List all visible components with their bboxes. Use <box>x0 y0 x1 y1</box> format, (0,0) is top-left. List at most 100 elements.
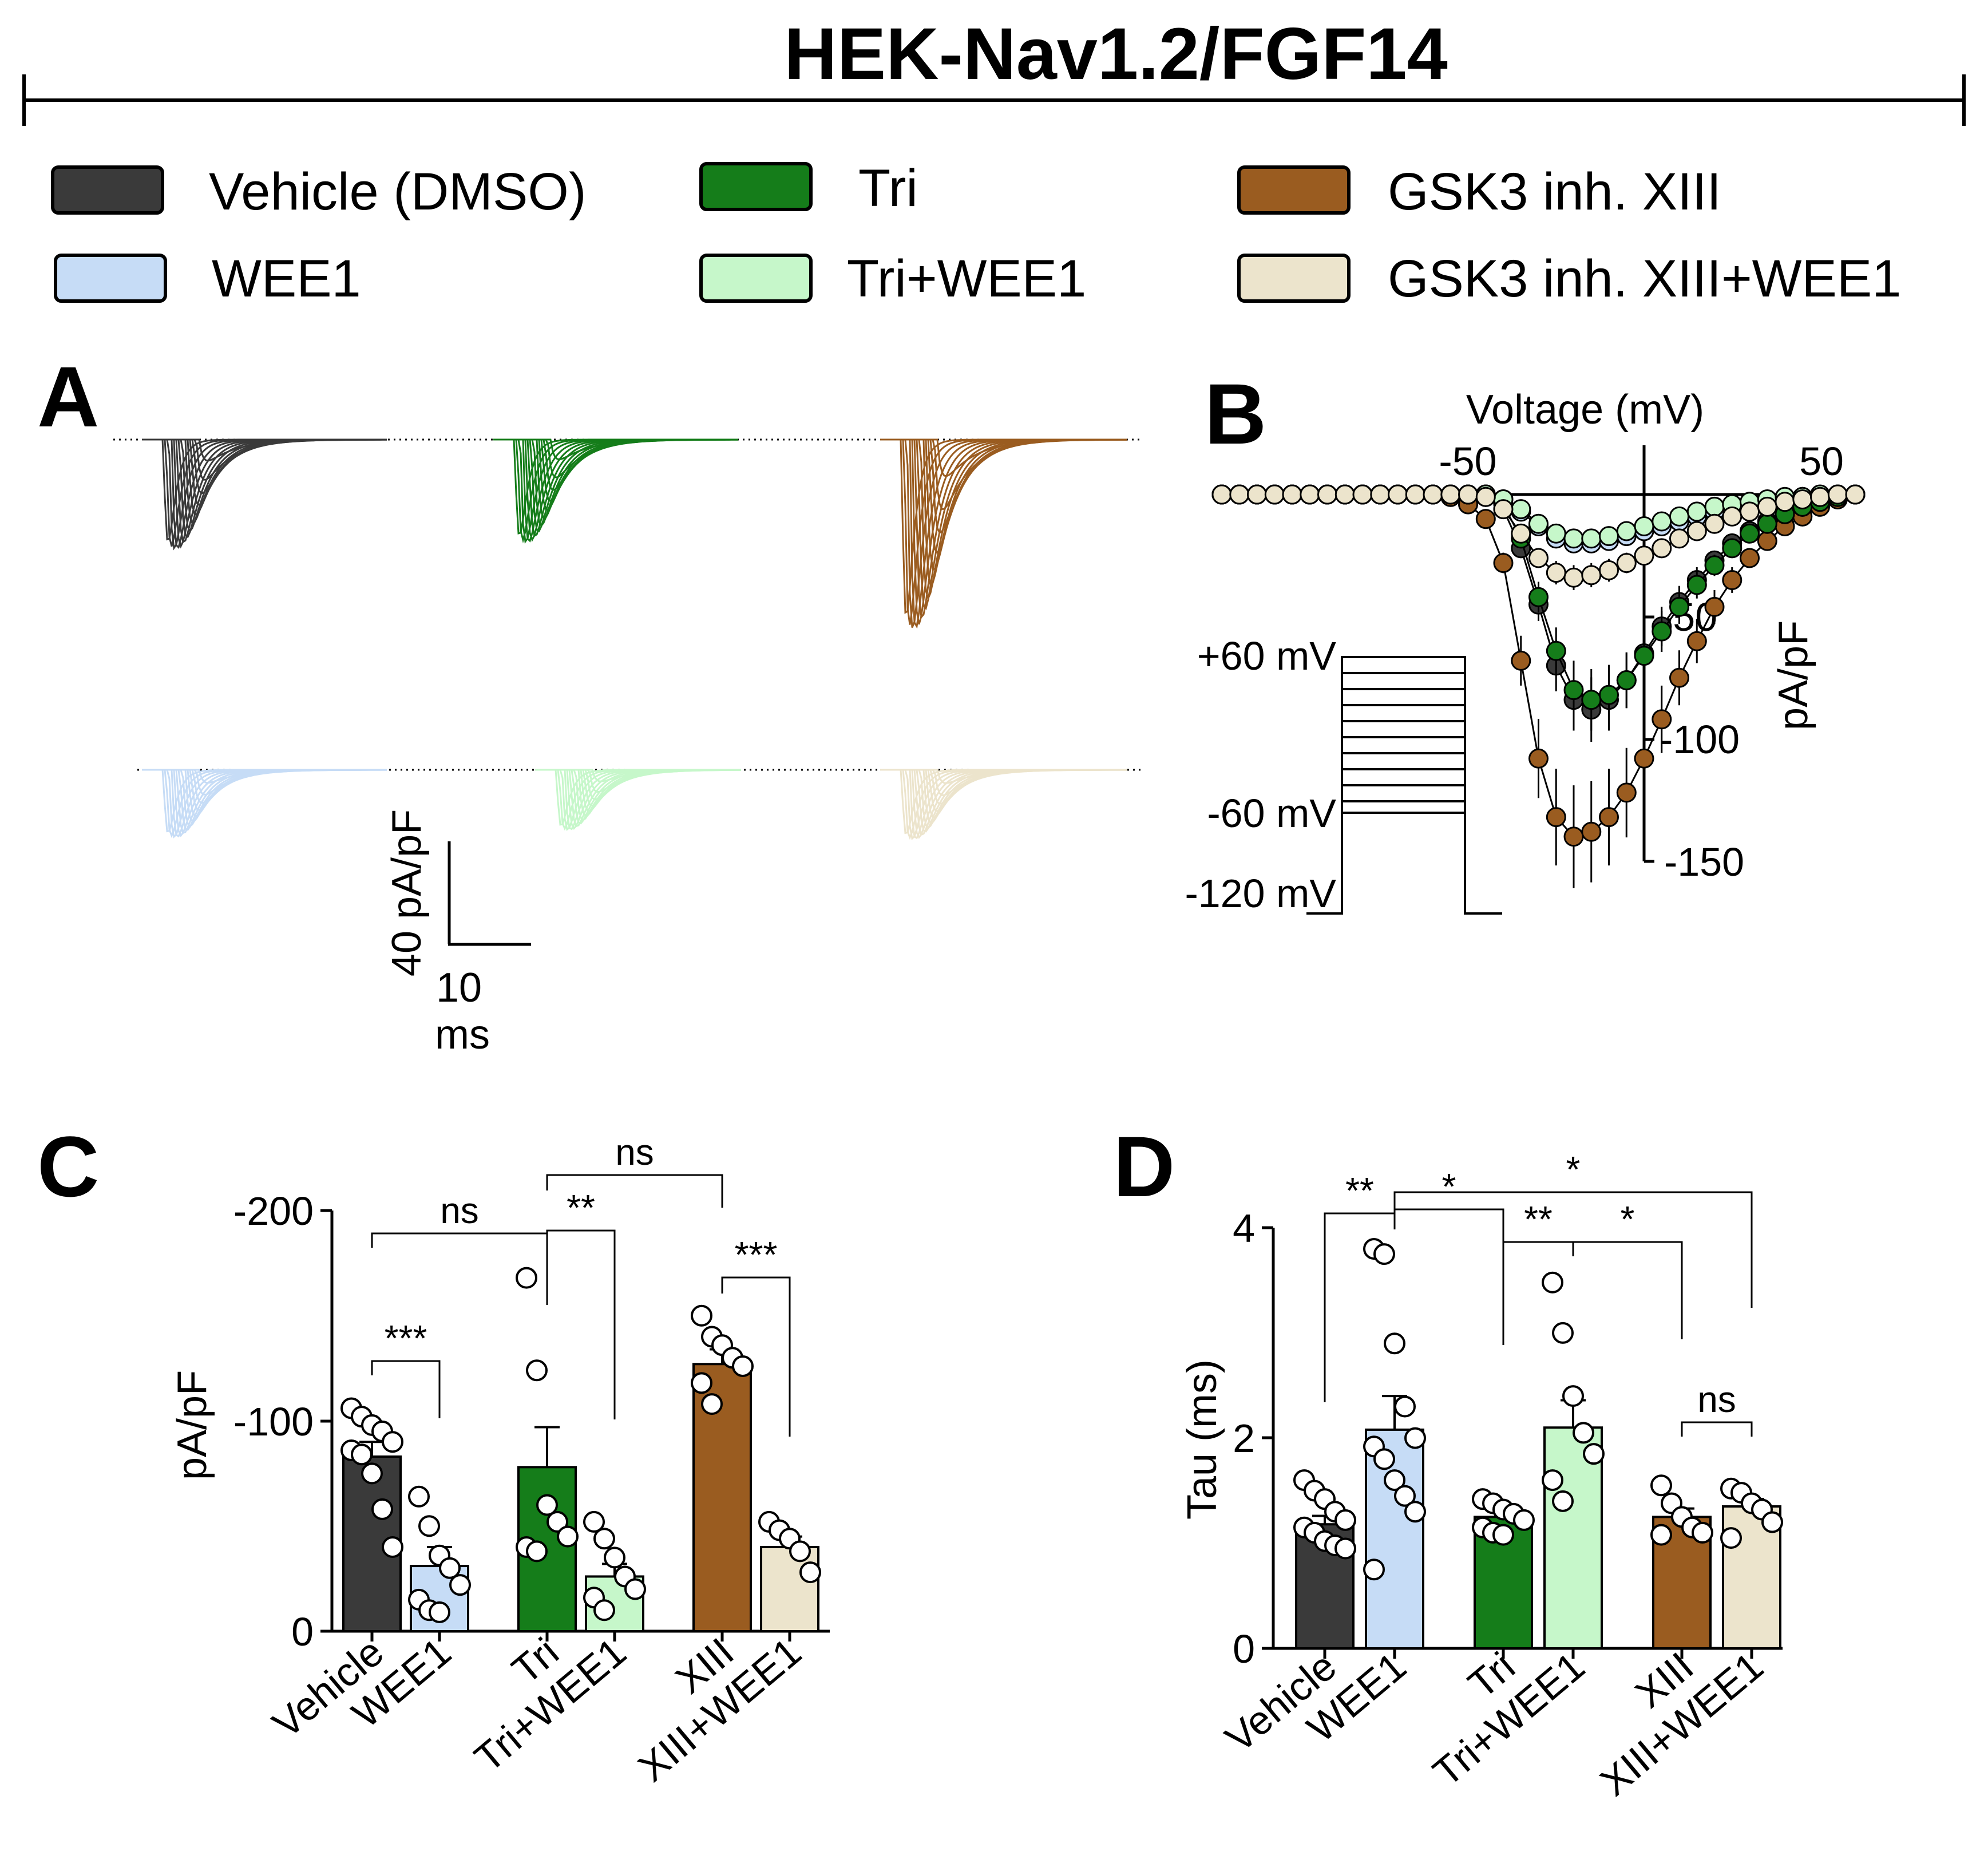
iv-point <box>1757 531 1777 551</box>
iv-point <box>1528 548 1549 568</box>
panel-d-y-tick-label: 0 <box>1233 1627 1255 1671</box>
significance-label: ** <box>1345 1170 1374 1211</box>
data-point <box>1492 1524 1514 1546</box>
iv-point <box>1599 685 1619 705</box>
current-trace <box>493 438 738 535</box>
trace-family-tri <box>493 438 738 544</box>
significance-bracket <box>1324 1212 1396 1402</box>
panel-d-y-axis-title: Tau (ms) <box>1179 1359 1225 1520</box>
iv-point <box>1722 570 1743 590</box>
iv-point <box>1317 484 1337 505</box>
data-point <box>1363 1559 1385 1581</box>
iv-point <box>1493 553 1514 573</box>
panel-b-x-axis-title: Voltage (mV) <box>1466 387 1704 433</box>
panel-a: A 40 pA/pF 10 ms <box>37 349 1143 1058</box>
iv-point <box>1581 821 1602 842</box>
significance-label: ns <box>440 1190 479 1231</box>
iv-point <box>1264 484 1285 505</box>
iv-point <box>1704 513 1725 534</box>
iv-point <box>1581 528 1602 549</box>
significance-bracket <box>546 1229 616 1419</box>
iv-point <box>1475 486 1496 507</box>
data-point <box>516 1267 537 1289</box>
iv-point <box>1563 680 1584 701</box>
data-point <box>1334 1537 1356 1560</box>
data-point <box>526 1540 548 1563</box>
significance-bracket <box>1681 1421 1753 1437</box>
data-point <box>732 1355 754 1377</box>
legend: Vehicle (DMSO) WEE1 Tri Tri+WEE1 GSK3 in… <box>51 159 1901 308</box>
data-point <box>701 1393 723 1415</box>
data-point <box>1720 1527 1742 1549</box>
panel-d-y-tick-label: 2 <box>1233 1416 1255 1461</box>
significance-bracket <box>721 1276 791 1437</box>
significance-label: *** <box>385 1318 427 1359</box>
legend-item-vehicle: Vehicle (DMSO) <box>51 163 587 221</box>
legend-label-xiii-wee1: GSK3 inh. XIII+WEE1 <box>1388 250 1901 308</box>
legend-item-tri-wee1: Tri+WEE1 <box>699 250 1086 308</box>
iv-point <box>1563 528 1584 549</box>
data-point <box>371 1498 393 1520</box>
panel-b: B Voltage (mV) -50 50 -50 -100 -150 pA/p… <box>1185 366 1866 916</box>
iv-point <box>1493 499 1514 520</box>
iv-point <box>1722 538 1743 559</box>
iv-point <box>1616 782 1637 803</box>
panel-b-y-axis-title: pA/pF <box>1771 620 1816 730</box>
iv-point <box>1334 484 1355 505</box>
significance-label: * <box>1442 1166 1456 1207</box>
data-point <box>1552 1490 1574 1512</box>
trace-family-tri-wee1 <box>535 769 742 831</box>
data-point <box>557 1525 579 1548</box>
data-point <box>1394 1485 1416 1507</box>
iv-point <box>1599 526 1619 547</box>
data-point <box>1583 1443 1605 1465</box>
iv-point <box>1686 501 1707 522</box>
iv-point <box>1475 509 1496 529</box>
data-point <box>546 1510 568 1533</box>
figure-title: HEK-Nav1.2/FGF14 <box>784 13 1448 95</box>
trace-family-vehicle-dmso <box>142 438 387 551</box>
current-trace <box>880 769 1127 834</box>
significance-label: * <box>1566 1149 1581 1190</box>
iv-point <box>1388 484 1408 505</box>
data-point <box>382 1536 403 1558</box>
data-point <box>1650 1524 1672 1546</box>
iv-series-gsk3-inh-xiii-wee1 <box>1211 484 1866 590</box>
iv-point <box>1740 523 1760 544</box>
data-point <box>1404 1427 1426 1449</box>
panel-c-y-tick-label: -100 <box>233 1399 314 1444</box>
iv-point <box>1528 587 1549 607</box>
iv-point <box>1405 484 1425 505</box>
data-point <box>691 1372 712 1394</box>
panel-b-y-tick-label: -100 <box>1660 717 1740 762</box>
legend-swatch-vehicle <box>51 165 164 215</box>
iv-point <box>1599 560 1619 580</box>
legend-swatch-xiii <box>1237 165 1351 215</box>
significance-label: ** <box>567 1187 595 1228</box>
data-point <box>593 1599 615 1621</box>
current-trace <box>142 438 387 544</box>
panel-a-letter: A <box>37 349 99 445</box>
current-trace <box>493 438 738 537</box>
data-point <box>1373 1448 1395 1470</box>
iv-point <box>1282 484 1302 505</box>
panel-c-y-tick-label: 0 <box>291 1609 314 1654</box>
data-point <box>429 1601 450 1623</box>
panel-d-letter: D <box>1113 1118 1175 1215</box>
iv-point <box>1634 748 1654 769</box>
data-point <box>439 1557 461 1579</box>
significance-bracket <box>546 1174 723 1208</box>
data-point <box>789 1540 811 1563</box>
iv-point <box>1722 506 1743 527</box>
data-point <box>1573 1422 1594 1444</box>
legend-swatch-tri <box>699 162 813 211</box>
iv-point <box>1616 670 1637 690</box>
data-point <box>691 1304 712 1327</box>
data-point <box>382 1431 403 1453</box>
panel-b-x-ticks: -50 50 <box>1439 439 1844 495</box>
iv-point <box>1511 499 1531 520</box>
iv-point <box>1740 548 1760 568</box>
data-point <box>1373 1243 1395 1265</box>
iv-point <box>1810 486 1830 507</box>
scale-bar-x-value: 10 <box>436 965 482 1011</box>
